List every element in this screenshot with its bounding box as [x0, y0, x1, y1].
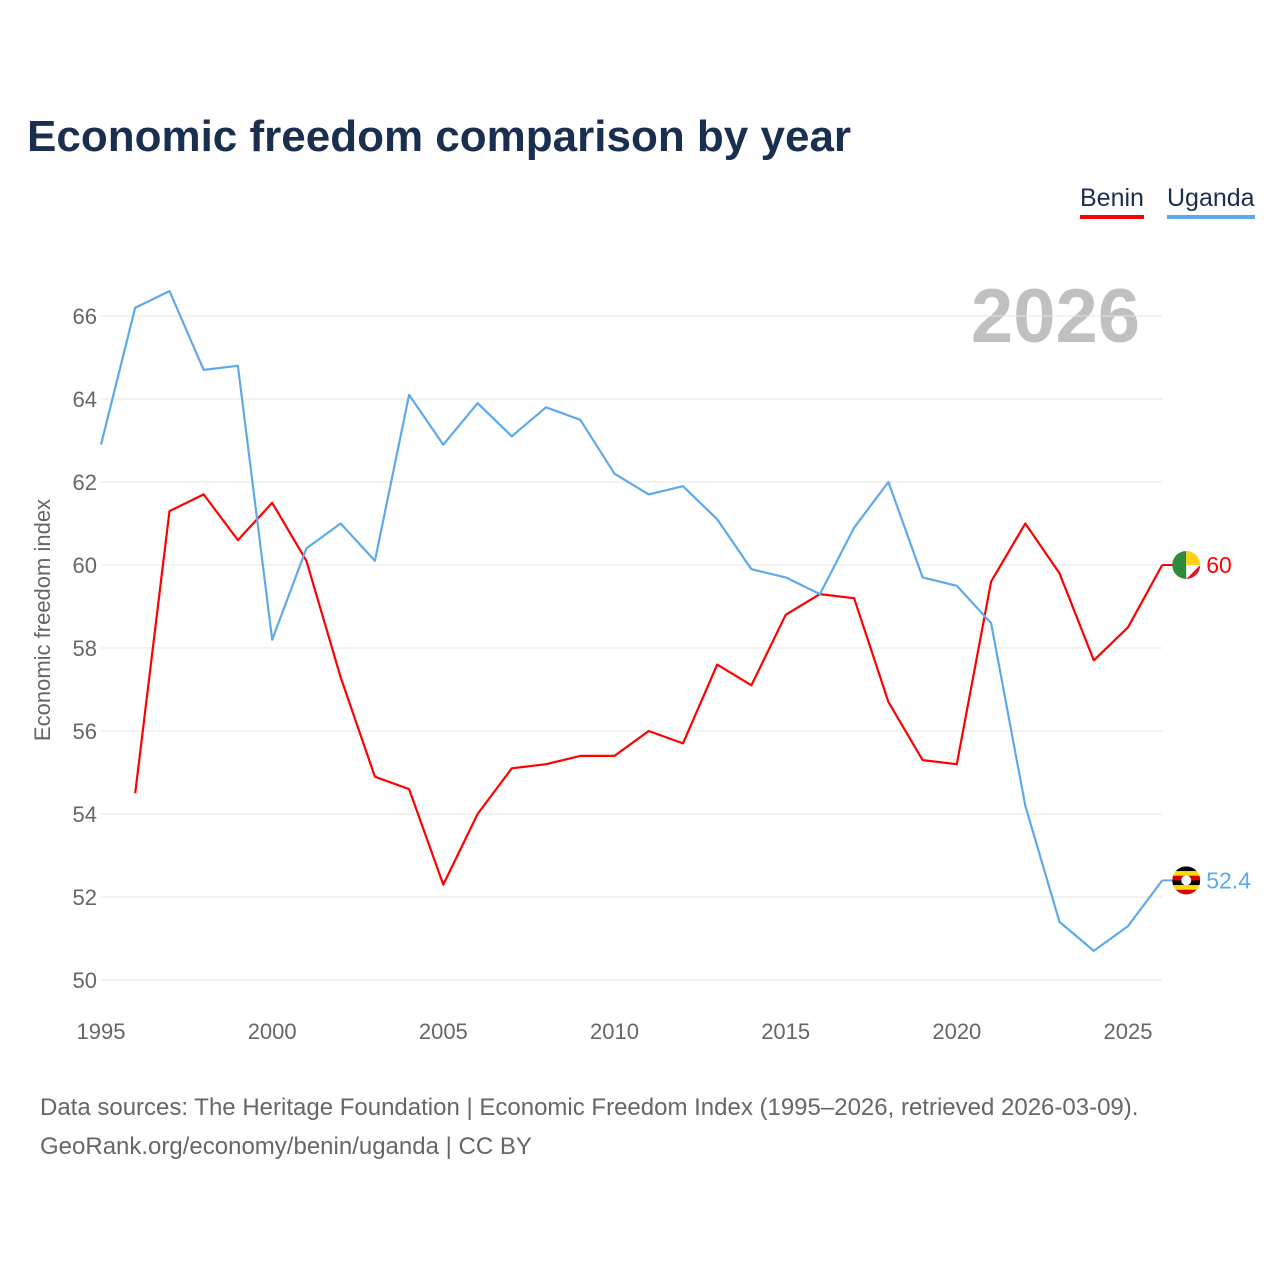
- y-tick-label: 58: [73, 636, 97, 661]
- x-tick-label: 2020: [932, 1019, 981, 1044]
- y-tick-label: 64: [73, 387, 97, 412]
- x-tick-label: 1995: [77, 1019, 126, 1044]
- x-tick-label: 2000: [248, 1019, 297, 1044]
- y-tick-label: 60: [73, 553, 97, 578]
- y-tick-label: 62: [73, 470, 97, 495]
- end-value-label-uganda: 52.4: [1206, 867, 1251, 893]
- uganda-flag-icon: [1172, 889, 1201, 895]
- x-tick-label: 2015: [761, 1019, 810, 1044]
- legend-benin[interactable]: Benin: [1080, 184, 1144, 219]
- series-line-benin: [134, 493, 1164, 886]
- end-value-label-benin: 60: [1206, 552, 1232, 578]
- y-tick-label: 50: [73, 968, 97, 993]
- benin-flag-icon: [1172, 551, 1187, 579]
- y-tick-label: 52: [73, 885, 97, 910]
- x-tick-label: 2025: [1104, 1019, 1153, 1044]
- x-tick-label: 2010: [590, 1019, 639, 1044]
- uganda-flag-icon: [1172, 871, 1201, 877]
- series-line-uganda: [99, 290, 1164, 953]
- source-line-2[interactable]: GeoRank.org/economy/benin/uganda | CC BY: [40, 1133, 532, 1160]
- chart-title: Economic freedom comparison by year: [27, 112, 852, 161]
- benin-flag-icon: [1186, 551, 1201, 565]
- source-line-1: Data sources: The Heritage Foundation | …: [40, 1094, 1139, 1121]
- source-note: Data sources: The Heritage Foundation | …: [40, 1088, 1138, 1166]
- legend-uganda[interactable]: Uganda: [1167, 184, 1255, 219]
- uganda-flag-icon: [1172, 885, 1201, 891]
- y-tick-label: 66: [73, 304, 97, 329]
- uganda-flag-icon: [1181, 875, 1192, 886]
- benin-flag-icon: [1186, 565, 1201, 579]
- uganda-flag-icon: [1172, 866, 1201, 872]
- y-tick-label: 54: [73, 802, 97, 827]
- x-tick-label: 2005: [419, 1019, 468, 1044]
- y-tick-label: 56: [73, 719, 97, 744]
- y-axis-label: Economic freedom index: [30, 499, 55, 741]
